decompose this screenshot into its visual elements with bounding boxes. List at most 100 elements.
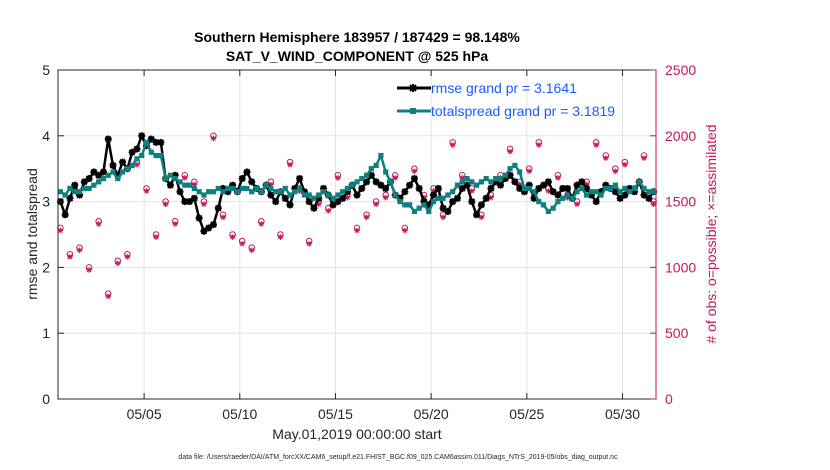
y-tick-label: 3	[42, 194, 50, 210]
obs-assimilated-point	[134, 161, 140, 168]
obs-assimilated-point	[210, 135, 217, 142]
rmse-point	[449, 198, 457, 206]
spread-point	[435, 195, 441, 201]
spread-point	[450, 189, 456, 195]
spread-point	[588, 189, 595, 195]
rmse-point	[439, 204, 447, 212]
spread-point	[91, 182, 97, 188]
obs-assimilated-point	[153, 234, 159, 240]
legend-rmse-marker-icon	[409, 84, 417, 92]
obs-assimilated-point	[258, 221, 265, 227]
spread-point	[478, 179, 484, 185]
spread-point	[607, 185, 614, 192]
rmse-point	[540, 181, 548, 189]
spread-point	[76, 189, 83, 195]
spread-point	[363, 172, 370, 178]
spread-point	[579, 185, 585, 192]
spread-point	[574, 189, 580, 195]
rmse-point	[358, 184, 366, 192]
y2-tick-label: 500	[665, 325, 689, 341]
spread-point	[368, 166, 374, 172]
obs-assimilated-point	[555, 175, 561, 181]
spread-point	[555, 199, 561, 205]
obs-assimilated-point	[67, 254, 73, 260]
spread-point	[210, 189, 217, 195]
obs-assimilated-point	[172, 221, 179, 227]
rmse-point	[147, 135, 155, 143]
grid	[58, 69, 656, 400]
rmse-point	[353, 191, 361, 199]
obs-assimilated-point	[478, 214, 485, 221]
rmse-point	[128, 148, 136, 156]
spread-point	[282, 185, 288, 192]
x-tick-label: 05/30	[605, 406, 640, 422]
rmse-point	[272, 198, 280, 206]
y-tick-label: 0	[42, 391, 50, 407]
rmse-point	[66, 194, 74, 202]
x-tick-label: 05/20	[414, 406, 449, 422]
obs-assimilated-point	[57, 227, 64, 234]
spread-point	[397, 199, 403, 205]
spread-point	[292, 189, 298, 195]
obs-assimilated-point	[392, 175, 399, 181]
spread-point	[646, 189, 652, 195]
y2-tick-label: 2500	[665, 62, 696, 78]
obs-assimilated-point	[535, 142, 542, 148]
spread-point	[402, 202, 408, 208]
rmse-point	[401, 188, 409, 196]
spread-point	[153, 152, 159, 159]
rmse-point	[209, 221, 217, 229]
rmse-point	[573, 181, 581, 189]
rmse-point	[549, 188, 557, 196]
spread-point	[182, 182, 188, 188]
spread-point	[603, 185, 609, 192]
spread-point	[407, 202, 413, 208]
obs-assimilated-point	[181, 175, 188, 181]
spread-point	[287, 192, 293, 198]
rmse-point	[214, 204, 222, 212]
rmse-point	[530, 194, 538, 202]
obs-assimilated-point	[373, 201, 379, 208]
rmse-point	[563, 184, 571, 192]
obs-assimilated-point	[105, 293, 112, 300]
spread-point	[387, 179, 394, 185]
spread-point	[440, 195, 446, 201]
legend-spread-label: totalspread grand pr = 3.1819	[431, 103, 615, 119]
x-axis-label: May.01,2019 00:00:00 start	[272, 426, 442, 442]
spread-point	[201, 192, 207, 198]
spread-point	[239, 185, 245, 192]
obs-assimilated-point	[220, 214, 226, 221]
x-tick-label: 05/15	[318, 406, 353, 422]
spread-point	[277, 189, 284, 195]
spread-point	[474, 182, 480, 188]
rmse-point	[621, 191, 629, 199]
obs-assimilated-point	[602, 155, 609, 161]
spread-point	[96, 179, 102, 185]
rmse-point	[186, 198, 194, 206]
obs-assimilated-point	[363, 214, 370, 221]
spread-point	[507, 166, 513, 172]
spread-point	[641, 185, 647, 192]
rmse-point	[578, 178, 586, 186]
obs-assimilated-point	[86, 267, 92, 273]
rmse-point	[138, 132, 146, 140]
rmse-point	[473, 211, 481, 219]
rmse-point	[61, 211, 69, 219]
rmse-point	[166, 181, 174, 189]
rmse-point	[267, 191, 275, 199]
spread-point	[593, 189, 599, 195]
x-tick-label: 05/25	[509, 406, 544, 422]
rmse-point	[434, 184, 442, 192]
obs-assimilated-point	[335, 175, 341, 181]
y-tick-label: 2	[42, 259, 50, 275]
spread-point	[383, 169, 389, 175]
spread-point	[62, 192, 68, 198]
rmse-point	[363, 178, 371, 186]
spread-point	[359, 175, 365, 182]
spread-point	[273, 189, 279, 195]
spread-point	[488, 179, 494, 185]
spread-point	[550, 205, 556, 211]
spread-point	[172, 175, 178, 182]
spread-point	[531, 189, 537, 195]
